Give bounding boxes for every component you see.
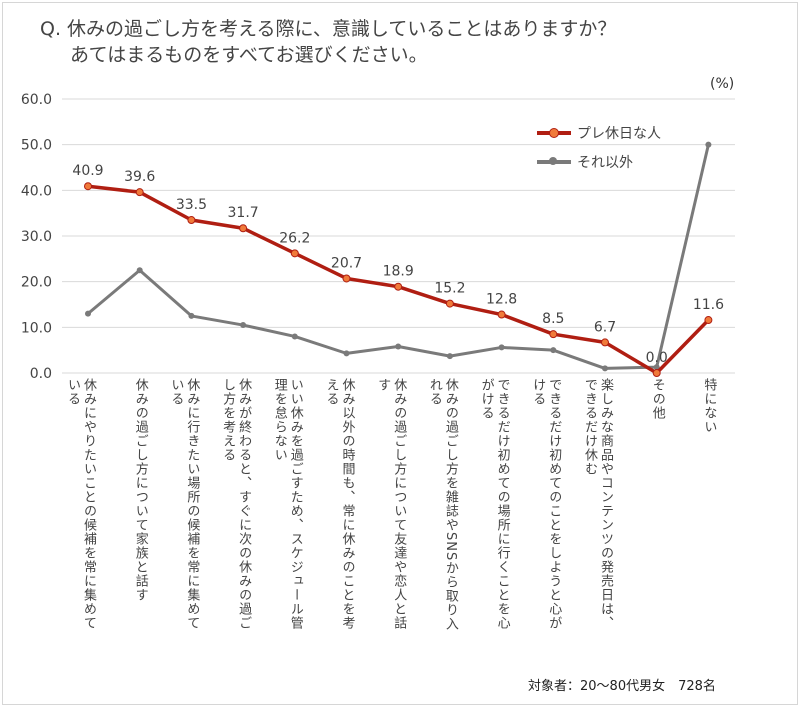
data-label: 12.8 [486,292,517,308]
data-point-pre-holiday [342,274,351,283]
x-category-label: 休みに行きたい場所の候補を常に集めている [168,378,200,630]
data-point-pre-holiday [84,182,92,191]
data-point-pre-holiday [652,369,661,377]
x-category-label: 休みの過ごし方を雑誌やSNSから取り入れる [426,378,458,632]
data-label: 6.7 [594,319,616,335]
x-category-label: いい休みを過ごすため、スケジュール管理を怠らない [271,378,303,630]
legend-item-series2: それ以外 [537,152,633,172]
x-category-label: 休みにやりたいことの候補を常に集めている [65,378,96,630]
data-point-other [85,310,91,317]
data-point-pre-holiday [187,216,196,225]
data-label: 39.6 [124,169,155,185]
data-point-pre-holiday [290,249,299,258]
data-label: 11.6 [693,297,724,313]
data-point-other [136,267,143,274]
data-label: 33.5 [176,197,207,213]
x-category-label: 特にない [701,378,717,434]
data-point-pre-holiday [549,330,558,339]
data-point-pre-holiday [601,338,609,347]
data-point-pre-holiday [704,316,713,325]
x-category-label: 休みの過ごし方について友達や恋人と話す [375,378,407,630]
data-label: 31.7 [228,205,259,221]
title-line-1: Q. 休みの過ごし方を考える際に、意識していることはありますか？ [40,18,617,40]
data-point-pre-holiday [445,299,454,308]
legend-swatch-series2 [537,157,571,165]
x-category-label: 楽しみな商品やコンテンツの発売日は、できるだけ休む [582,378,613,630]
data-point-other [291,333,298,340]
x-category-label: 休みの過ごし方について家族と話す [132,378,148,602]
x-category-label: 休みが終わると、すぐに次の休みの過ごし方を考える [220,378,252,630]
footnote: 対象者：20～80代男女 728名 [528,679,716,694]
data-point-other [188,312,195,319]
data-label: 20.7 [331,255,362,271]
data-point-other [446,353,453,360]
data-label: 18.9 [383,264,414,280]
chart-title: Q. 休みの過ごし方を考える際に、意識していることはありますか？ あてはまるもの… [40,16,616,68]
x-category-label: できるだけ初めての場所に行くことを心がける [478,378,510,630]
y-tick-label: 40.0 [21,183,52,199]
legend-label-series2: それ以外 [577,155,633,171]
y-tick-label: 10.0 [21,320,52,336]
x-category-label: できるだけ初めてのことをしようと心がける [530,378,562,630]
x-category-label: 休み以外の時間も、常に休みのことを考える [323,378,355,630]
data-point-other [550,347,557,354]
y-tick-label: 20.0 [21,275,52,291]
data-point-pre-holiday [135,188,144,197]
data-point-other [498,344,505,351]
data-point-other [653,364,660,371]
data-point-pre-holiday [239,224,248,233]
data-point-pre-holiday [394,282,403,291]
legend-swatch-series1 [537,128,571,138]
title-line-2: あてはまるものをすべてお選びください。 [70,44,428,66]
data-label: 0.0 [646,350,668,366]
data-label: 15.2 [434,281,465,297]
y-tick-label: 60.0 [21,92,52,108]
data-label: 26.2 [279,230,310,246]
y-tick-label: 0.0 [30,366,52,382]
data-label: 40.9 [72,163,103,179]
legend-label-series1: プレ休日な人 [577,126,661,142]
data-point-other [602,365,608,372]
y-tick-label: 30.0 [21,229,52,245]
data-point-other [395,343,402,350]
data-point-other [343,350,350,357]
data-label: 8.5 [542,311,564,327]
y-tick-label: 50.0 [21,138,52,154]
legend-item-series1: プレ休日な人 [537,123,661,143]
data-point-pre-holiday [497,310,506,319]
data-point-other [705,141,712,148]
x-category-label: その他 [649,378,665,420]
data-point-other [240,322,247,329]
unit-label: (%) [710,76,735,92]
